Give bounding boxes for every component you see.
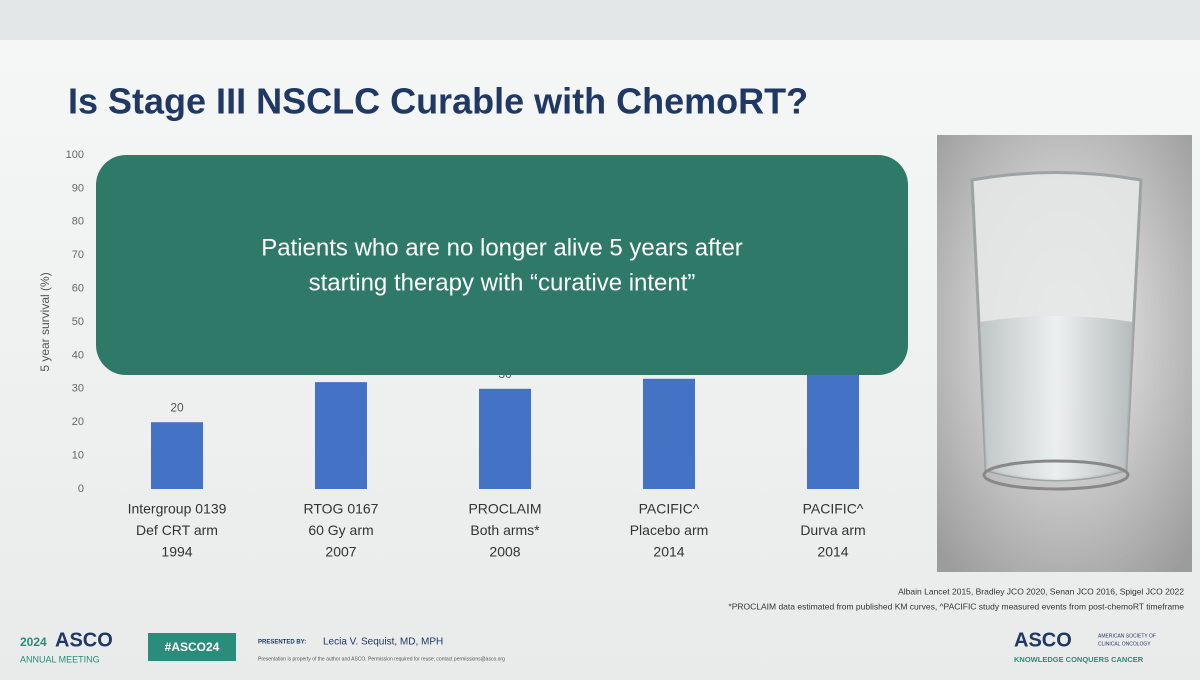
x-tick-label: Def CRT arm — [136, 522, 218, 538]
y-tick-label: 0 — [78, 483, 84, 495]
x-tick-label: RTOG 0167 — [304, 501, 379, 517]
overlay-box: Patients who are no longer alive 5 years… — [96, 155, 908, 375]
footer-year: 2024 — [20, 635, 47, 649]
x-tick-label: 60 Gy arm — [308, 522, 373, 538]
presenter: Lecia V. Sequist, MD, MPH — [323, 637, 443, 648]
bar — [643, 378, 695, 489]
x-tick-label: Placebo arm — [630, 522, 709, 538]
presented-by: PRESENTED BY: — [258, 640, 306, 646]
y-tick-label: 100 — [66, 149, 84, 161]
footer: 2024 ASCO ANNUAL MEETING #ASCO24 PRESENT… — [20, 629, 1156, 664]
bar — [315, 382, 367, 489]
y-tick-label: 60 — [72, 283, 84, 295]
x-tick-label: 2014 — [817, 544, 848, 560]
x-tick-label: PACIFIC^ — [639, 501, 700, 517]
bar — [151, 422, 203, 489]
reference: Albain Lancet 2015, Bradley JCO 2020, Se… — [898, 586, 1184, 596]
y-tick-label: 20 — [72, 416, 84, 428]
x-tick-label: 2014 — [653, 544, 684, 560]
slide-title: Is Stage III NSCLC Curable with ChemoRT? — [68, 81, 808, 122]
water — [980, 316, 1133, 480]
glass-base — [982, 459, 1130, 491]
y-tick-label: 40 — [72, 349, 84, 361]
y-tick-label: 50 — [72, 316, 84, 328]
y-tick-label: 10 — [72, 450, 84, 462]
x-tick-label: PACIFIC^ — [803, 501, 864, 517]
y-tick-label: 70 — [72, 249, 84, 261]
hashtag: #ASCO24 — [165, 640, 220, 654]
glass-photo — [937, 135, 1192, 572]
overlay-panel — [96, 155, 908, 375]
x-tick-label: 2008 — [489, 544, 520, 560]
footer-meeting: ANNUAL MEETING — [20, 654, 100, 664]
hashtag-box — [148, 633, 236, 661]
footer-logo: ASCO — [1014, 629, 1072, 651]
y-tick-label: 90 — [72, 182, 84, 194]
reference: *PROCLAIM data estimated from published … — [728, 601, 1184, 611]
data-label: 20 — [170, 400, 184, 414]
x-tick-label: 1994 — [161, 544, 192, 560]
overlay-text: starting therapy with “curative intent” — [309, 269, 696, 296]
y-tick-label: 30 — [72, 383, 84, 395]
y-axis-label: 5 year survival (%) — [38, 272, 52, 371]
society: CLINICAL ONCOLOGY — [1098, 641, 1151, 647]
society: AMERICAN SOCIETY OF — [1098, 633, 1156, 639]
top-band — [0, 0, 1200, 40]
x-tick-label: PROCLAIM — [468, 501, 541, 517]
overlay-text: Patients who are no longer alive 5 years… — [261, 234, 743, 261]
x-tick-label: Durva arm — [800, 522, 865, 538]
x-tick-label: 2007 — [325, 544, 356, 560]
tagline: KNOWLEDGE CONQUERS CANCER — [1014, 655, 1144, 664]
y-tick-label: 80 — [72, 216, 84, 228]
x-tick-label: Both arms* — [470, 522, 540, 538]
bar — [479, 388, 531, 489]
x-tick-label: Intergroup 0139 — [128, 501, 227, 517]
footer-brand: ASCO — [55, 629, 113, 651]
disclaimer: Presentation is property of the author a… — [258, 656, 505, 662]
